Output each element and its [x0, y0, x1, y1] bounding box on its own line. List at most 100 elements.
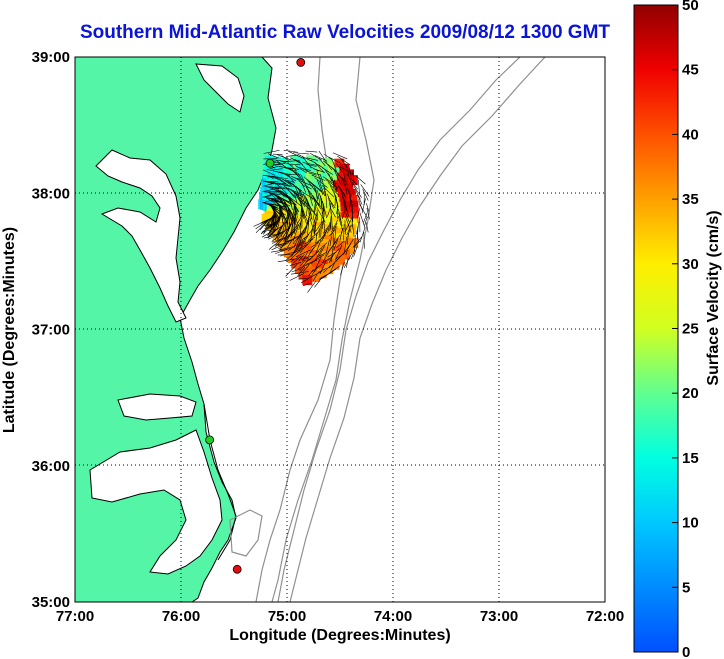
velocity-vector	[267, 220, 278, 227]
velocity-vector	[320, 226, 322, 238]
velocity-cell	[348, 206, 359, 217]
velocity-vector	[304, 195, 309, 207]
velocity-vector	[355, 175, 366, 185]
velocity-vector	[282, 172, 297, 182]
velocity-vector	[282, 178, 292, 186]
velocity-vector	[274, 176, 287, 185]
x-tick-label: 73:00	[480, 608, 518, 625]
velocity-vector	[292, 232, 302, 245]
map-title: Southern Mid-Atlantic Raw Velocities 200…	[79, 22, 611, 43]
velocity-vector	[338, 216, 343, 231]
velocity-vector	[326, 163, 333, 171]
velocity-vector	[309, 210, 312, 220]
y-tick-label: 36:00	[32, 458, 70, 475]
velocity-vector	[329, 199, 336, 209]
velocity-vector	[328, 254, 334, 264]
velocity-vector	[290, 271, 309, 275]
velocity-vector	[309, 190, 313, 200]
velocity-vector	[336, 163, 342, 172]
velocity-vector	[298, 188, 303, 202]
velocity-vector	[340, 176, 347, 183]
velocity-cell	[348, 238, 359, 249]
velocity-vector	[267, 229, 276, 231]
velocity-vector	[287, 215, 291, 226]
velocity-vector	[260, 224, 272, 235]
velocity-cell	[340, 235, 351, 246]
velocity-vector	[352, 171, 355, 183]
velocity-vector	[291, 206, 296, 223]
velocity-vector	[278, 241, 290, 250]
y-tick-label: 38:00	[32, 185, 70, 202]
velocity-vector	[315, 242, 328, 254]
velocity-vector	[313, 202, 316, 214]
velocity-vector	[268, 239, 282, 250]
velocity-vector	[311, 174, 326, 181]
velocity-vector	[255, 219, 269, 233]
velocity-vector	[284, 179, 294, 183]
velocity-vector	[285, 263, 298, 277]
velocity-vector	[282, 214, 289, 224]
velocity-vector	[289, 247, 304, 261]
velocity-vector	[302, 282, 311, 287]
velocity-vector	[331, 176, 337, 192]
velocity-vector	[260, 217, 272, 224]
velocity-vector	[338, 209, 343, 227]
velocity-vector	[317, 251, 328, 258]
velocity-vector	[362, 188, 369, 201]
velocity-vector	[309, 253, 317, 261]
velocity-cell	[345, 188, 356, 199]
velocity-vector	[344, 237, 347, 254]
velocity-vector	[359, 212, 366, 229]
velocity-cell	[272, 230, 283, 241]
velocity-vector	[295, 215, 298, 225]
velocity-vector	[339, 231, 342, 241]
velocity-vector	[263, 218, 271, 235]
plot-frame	[74, 56, 606, 603]
velocity-vector	[299, 260, 306, 267]
velocity-vector	[329, 229, 336, 237]
velocity-vector	[323, 160, 338, 172]
velocity-cell	[332, 167, 343, 178]
colorbar-tick-label: 45	[682, 62, 699, 79]
velocity-vector	[291, 163, 301, 166]
velocity-vector	[348, 200, 352, 210]
velocity-vector	[274, 243, 287, 246]
colorbar-tick-label: 20	[682, 385, 699, 402]
velocity-vector	[272, 181, 281, 186]
velocity-vector	[295, 209, 298, 219]
velocity-vector	[300, 204, 303, 217]
velocity-vector	[343, 224, 345, 241]
velocity-vector	[262, 183, 274, 187]
velocity-vector	[295, 243, 309, 251]
velocity-vector	[299, 235, 308, 242]
velocity-vector	[265, 180, 277, 185]
velocity-cell	[296, 256, 307, 267]
colorbar-tick-label: 5	[682, 579, 690, 596]
velocity-cell	[316, 268, 327, 279]
velocity-vector	[275, 194, 287, 209]
velocity-vector	[285, 173, 302, 176]
velocity-vector	[307, 280, 317, 293]
velocity-vector	[318, 157, 326, 167]
velocity-vector	[311, 182, 324, 194]
velocity-vector	[286, 154, 298, 157]
velocity-vector	[318, 275, 327, 281]
velocity-vector	[277, 253, 291, 256]
velocity-vector	[275, 159, 287, 168]
velocity-vector	[271, 244, 285, 251]
velocity-vector	[330, 166, 338, 173]
velocity-vector	[353, 240, 361, 248]
velocity-vector	[344, 201, 349, 213]
velocity-vector	[310, 242, 320, 248]
velocity-vector	[321, 167, 333, 175]
velocity-vector	[361, 198, 366, 214]
velocity-vector	[317, 190, 321, 205]
velocity-vector	[344, 184, 347, 194]
velocity-vector	[313, 214, 318, 223]
velocity-vector	[360, 184, 370, 197]
velocity-vector	[261, 229, 275, 238]
velocity-cell	[329, 259, 340, 270]
velocity-vector	[356, 226, 359, 240]
velocity-vector	[359, 227, 366, 243]
